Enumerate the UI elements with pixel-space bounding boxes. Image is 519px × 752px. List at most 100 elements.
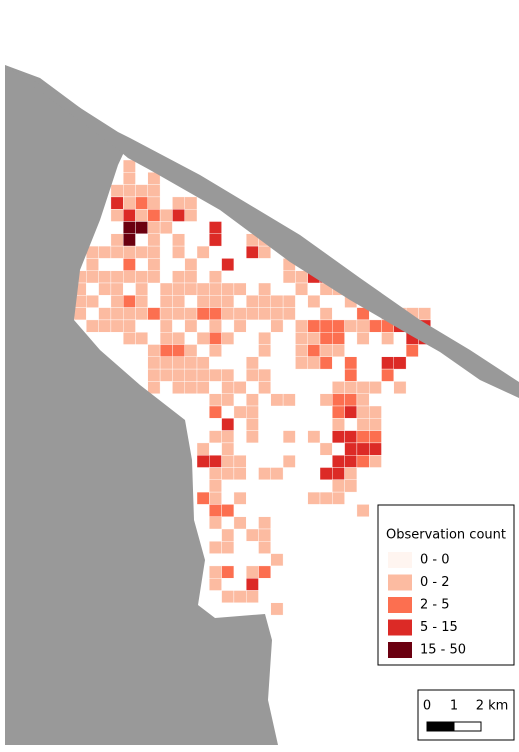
grid-cell (122, 307, 136, 321)
sea-strip (5, 65, 519, 398)
grid-cell (369, 430, 382, 444)
grid-cell (135, 295, 149, 308)
grid-cell (122, 208, 136, 222)
grid-cell (172, 233, 185, 247)
grid-cell (172, 295, 185, 308)
grid-cell (245, 430, 259, 444)
grid-cell (172, 381, 185, 394)
grid-cell (258, 295, 272, 308)
grid-cell (295, 332, 308, 345)
grid-cell (221, 295, 235, 308)
grid-cell (184, 356, 198, 370)
legend-swatch (388, 597, 412, 613)
grid-cell (356, 455, 370, 468)
grid-cell (282, 270, 296, 284)
grid-cell (196, 368, 210, 382)
grid-cell (258, 541, 272, 554)
grid-cell (282, 307, 296, 321)
grid-cell (356, 332, 370, 345)
scale-label: 0 (423, 699, 431, 714)
grid-cell (110, 208, 124, 222)
legend-swatch (388, 574, 412, 591)
grid-cell (221, 332, 235, 345)
grid-cell (295, 356, 308, 370)
grid-cell (98, 270, 112, 284)
grid-cell (135, 332, 149, 345)
grid-cell (381, 368, 395, 382)
grid-cell (159, 344, 173, 358)
grid-cell (159, 282, 173, 296)
grid-cell (369, 455, 382, 468)
grid-cell (98, 245, 112, 259)
grid-cell (184, 208, 198, 222)
grid-cell (356, 405, 370, 419)
grid-cell (147, 233, 161, 247)
grid-cell (159, 319, 173, 333)
grid-cell (147, 307, 161, 321)
grid-cell (332, 430, 345, 444)
grid-cell (245, 295, 259, 308)
grid-cell (172, 307, 185, 321)
grid-cell (221, 430, 235, 444)
grid-cell (356, 430, 370, 444)
grid-cell (332, 332, 345, 345)
grid-cell (245, 368, 259, 382)
grid-cell (245, 356, 259, 370)
grid-cell (110, 245, 124, 259)
grid-cell (282, 455, 296, 468)
grid-cell (233, 381, 247, 394)
grid-cell (209, 270, 222, 284)
grid-cell (258, 368, 272, 382)
grid-cell (319, 442, 333, 456)
grid-cell (258, 245, 272, 259)
grid-cell (270, 393, 284, 407)
grid-cell (147, 184, 161, 198)
grid-cell (344, 479, 358, 493)
grid-cell (147, 381, 161, 394)
grid-cell (209, 504, 222, 517)
grid-cell (245, 245, 259, 259)
scale-bar (453, 721, 482, 732)
grid-cell (233, 491, 247, 505)
grid-cell (122, 332, 136, 345)
grid-cell (209, 332, 222, 345)
legend-swatch (388, 552, 412, 568)
grid-cell (135, 208, 149, 222)
grid-cell (307, 332, 321, 345)
grid-cell (258, 332, 272, 345)
grid-cell (307, 319, 321, 333)
grid-cell (344, 467, 358, 481)
grid-cell (307, 344, 321, 358)
grid-cell (332, 381, 345, 394)
grid-cell (369, 381, 382, 394)
grid-cell (319, 393, 333, 407)
grid-cell (159, 208, 173, 222)
grid-cell (369, 442, 382, 456)
grid-cell (122, 295, 136, 308)
grid-cell (110, 184, 124, 198)
grid-cell (122, 319, 136, 333)
grid-cell (221, 307, 235, 321)
grid-cell (356, 442, 370, 456)
grid-cell (184, 282, 198, 296)
grid-cell (184, 344, 198, 358)
grid-cell (135, 270, 149, 284)
grid-cell (98, 319, 112, 333)
grid-cell (245, 307, 259, 321)
grid-cell (245, 565, 259, 579)
legend-items: 0 - 0 0 - 2 2 - 5 5 - 15 15 - 50 (388, 552, 466, 658)
grid-cell (258, 467, 272, 481)
grid-cell (86, 295, 99, 308)
grid-cell (110, 233, 124, 247)
grid-cell (307, 356, 321, 370)
legend-swatch (388, 619, 412, 636)
grid-cell (209, 541, 222, 554)
grid-cell (159, 356, 173, 370)
grid-cell (221, 528, 235, 542)
grid-cell (86, 319, 99, 333)
grid-cell (282, 430, 296, 444)
legend-label: 0 - 2 (420, 575, 450, 590)
grid-cell (319, 344, 333, 358)
grid-cell (147, 344, 161, 358)
